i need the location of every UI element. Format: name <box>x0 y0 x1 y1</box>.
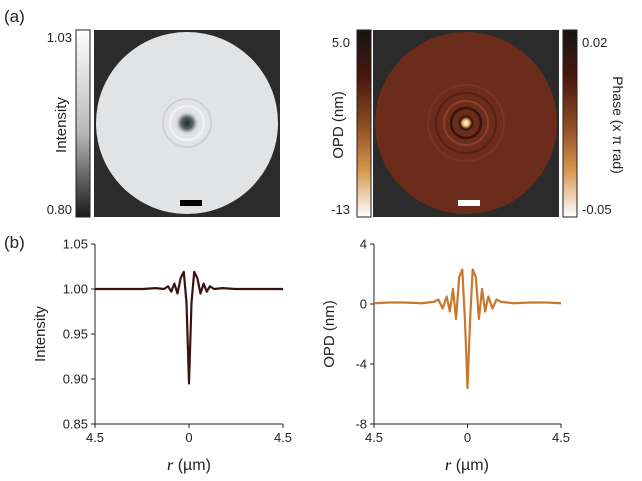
phase-colorbar <box>562 29 578 218</box>
opd-ytick-label: -8 <box>355 417 367 432</box>
opd-profile-chart: 40-4-84.5 0 4.5 OPD (nm) r (µm) <box>321 237 570 475</box>
opd-ytick-label: -4 <box>355 357 367 372</box>
intensity-xtick-label: 4.5 <box>274 430 292 445</box>
opd-colorbar-min: -13 <box>331 202 350 217</box>
phase-colorbar-max: 0.02 <box>582 35 607 50</box>
intensity-chart-xlabel-unit: (µm) <box>173 457 211 474</box>
intensity-chart-xlabel-var: r <box>167 457 174 474</box>
opd-ring-2 <box>443 100 489 146</box>
panel-label-b: (b) <box>4 233 25 252</box>
intensity-ring-outer <box>162 98 212 148</box>
intensity-xtick-label: 0 <box>185 430 192 445</box>
opd-colorbar-label: OPD (nm) <box>330 91 347 159</box>
opd-chart-xlabel-unit: (µm) <box>451 457 489 474</box>
opd-xtick-label: 4.5 <box>552 430 570 445</box>
opd-chart-xlabel: r (µm) <box>445 457 489 474</box>
intensity-image-panel: 1.03 0.80 Intensity <box>47 29 280 218</box>
phase-colorbar-min: -0.05 <box>582 202 612 217</box>
opd-chart-xlabel-var: r <box>445 457 452 474</box>
intensity-ytick-label: 1.00 <box>63 282 88 297</box>
panel-label-a: (a) <box>4 7 25 26</box>
intensity-chart-xlabel: r (µm) <box>167 457 211 474</box>
opd-image-panel: 5.0 -13 OPD (nm) 0.02 -0.05 Phase (x π r… <box>330 29 626 218</box>
opd-ring-1 <box>449 106 483 140</box>
opd-profile-line <box>373 268 562 390</box>
opd-xtick-label: 0 <box>464 430 471 445</box>
opd-colorbar-max: 5.0 <box>332 35 350 50</box>
intensity-ring-inner <box>169 105 205 141</box>
opd-scale-bar <box>458 200 480 206</box>
intensity-profile-chart: 1.051.000.950.900.854.5 0 4.5 Intensity r … <box>32 237 292 475</box>
intensity-colorbar-label: Intensity <box>53 97 70 153</box>
opd-center-spot <box>457 114 475 132</box>
opd-ring-3 <box>435 92 497 154</box>
opd-chart-ticks: 40-4-84.5 0 4.5 <box>355 237 570 446</box>
intensity-chart-ticks: 1.051.000.950.900.854.5 0 4.5 <box>63 237 292 446</box>
intensity-chart-ylabel: Intensity <box>32 306 49 362</box>
intensity-colorbar <box>75 29 91 218</box>
phase-colorbar-label: Phase (x π rad) <box>610 76 626 174</box>
opd-chart-ylabel: OPD (nm) <box>321 300 338 368</box>
intensity-ytick-label: 1.05 <box>63 237 88 252</box>
intensity-ytick-label: 0.85 <box>63 417 88 432</box>
intensity-colorbar-max: 1.03 <box>47 30 72 45</box>
intensity-center-spot <box>174 110 200 136</box>
intensity-xtick-label: 4.5 <box>86 430 104 445</box>
intensity-ytick-label: 0.95 <box>63 327 88 342</box>
opd-ytick-label: 4 <box>360 237 367 252</box>
intensity-ytick-label: 0.90 <box>63 372 88 387</box>
intensity-scale-bar <box>180 200 202 206</box>
opd-colorbar <box>356 29 372 218</box>
opd-ytick-label: 0 <box>360 297 367 312</box>
intensity-colorbar-min: 0.80 <box>47 202 72 217</box>
intensity-profile-line <box>95 270 283 385</box>
opd-xtick-label: 4.5 <box>365 430 383 445</box>
opd-ring-4 <box>427 84 505 162</box>
